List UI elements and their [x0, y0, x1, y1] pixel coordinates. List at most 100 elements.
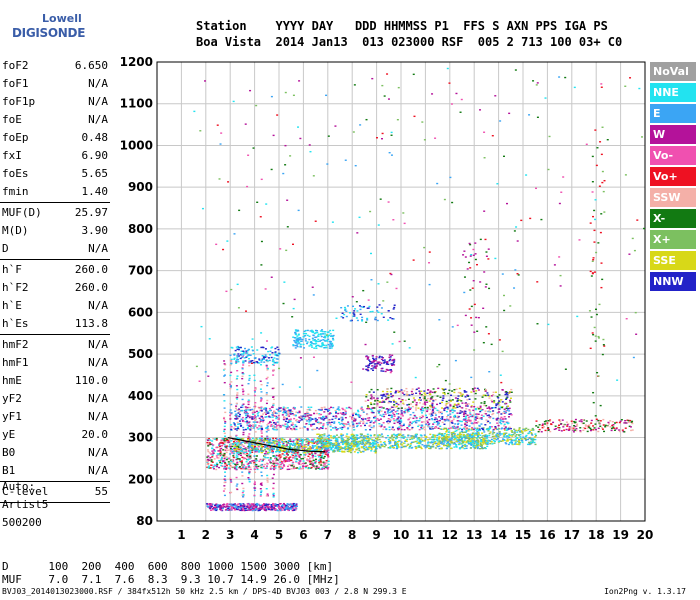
echo-point [319, 427, 322, 429]
echo-point [355, 434, 358, 436]
echo-point [282, 424, 285, 427]
echo-point [343, 440, 346, 443]
echo-point [480, 445, 483, 447]
echo-point [499, 418, 502, 420]
echo-point [233, 438, 236, 441]
echo-point [585, 420, 588, 422]
echo-point [316, 448, 319, 451]
echo-point [320, 452, 323, 454]
echo-point [312, 438, 315, 441]
echo-point [221, 465, 224, 467]
echo-point [241, 468, 244, 470]
echo-point [584, 425, 587, 427]
echo-point [298, 463, 301, 465]
echo-point [289, 505, 292, 507]
echo-point [210, 464, 213, 466]
echo-point [413, 437, 416, 439]
echo-point [420, 428, 423, 430]
echo-point [239, 443, 242, 445]
echo-point [328, 442, 331, 444]
param-value: N/A [88, 392, 108, 405]
echo-point [232, 422, 235, 424]
echo-point [253, 509, 256, 511]
echo-point [298, 438, 301, 440]
echo-point [316, 433, 319, 436]
echo-point [235, 458, 238, 461]
echo-point [484, 424, 487, 426]
echo-point [441, 407, 444, 409]
echo-point [441, 418, 444, 420]
echo-point [302, 415, 305, 417]
echo-point [369, 438, 372, 440]
echo-point [221, 441, 224, 444]
echo-point [247, 400, 250, 403]
echo-point [319, 437, 322, 440]
echo-point [490, 395, 493, 397]
echo-point [470, 391, 473, 393]
echo-point [440, 411, 443, 413]
echo-point [273, 468, 276, 470]
echo-point [236, 377, 239, 380]
echo-point [241, 377, 244, 380]
echo-point [285, 505, 288, 507]
echo-point [621, 429, 624, 431]
echo-point [275, 464, 278, 467]
echo-point [395, 402, 398, 405]
echo-point [292, 508, 295, 510]
echo-point [329, 412, 332, 414]
echo-point [238, 408, 241, 411]
echo-point [233, 448, 236, 450]
echo-point [259, 418, 262, 421]
echo-point [206, 458, 209, 461]
echo-point [531, 442, 534, 444]
echo-point [452, 443, 455, 445]
echo-point [354, 412, 357, 415]
echo-point [418, 419, 421, 422]
echo-point [294, 424, 297, 426]
echo-point [235, 450, 238, 453]
echo-point [340, 428, 343, 430]
echo-point [277, 505, 280, 507]
echo-point [517, 443, 520, 446]
echo-point [287, 508, 290, 510]
echo-point [389, 391, 392, 393]
echo-point [298, 420, 301, 422]
echo-point [209, 505, 212, 507]
echo-point [449, 420, 452, 423]
echo-point [387, 402, 390, 404]
echo-point [488, 440, 491, 442]
echo-point [295, 411, 298, 413]
echo-point [292, 439, 295, 442]
echo-point [305, 446, 308, 448]
echo-point [414, 415, 417, 418]
echo-point [401, 399, 404, 402]
echo-point [407, 406, 410, 408]
echo-point [226, 466, 229, 468]
echo-point [289, 409, 292, 411]
echo-point [430, 412, 433, 414]
echo-point [248, 444, 251, 446]
echo-point [287, 410, 290, 413]
echo-point [410, 390, 413, 393]
echo-point [369, 446, 372, 448]
echo-point [230, 491, 233, 494]
echo-point [445, 431, 448, 433]
echo-point [255, 449, 258, 452]
echo-point [593, 427, 596, 429]
echo-point [215, 437, 218, 440]
echo-point [226, 457, 229, 459]
echo-point [352, 443, 355, 445]
echo-point [480, 414, 483, 416]
echo-point [270, 423, 273, 426]
echo-point [578, 420, 581, 422]
echo-point [465, 437, 468, 439]
echo-point [209, 507, 212, 510]
echo-point [365, 396, 368, 398]
echo-point [307, 406, 310, 408]
echo-point [456, 415, 459, 418]
echo-point [456, 420, 459, 422]
echo-point [234, 449, 237, 451]
echo-point [461, 411, 464, 413]
echo-point [482, 427, 485, 429]
echo-point [335, 434, 338, 436]
